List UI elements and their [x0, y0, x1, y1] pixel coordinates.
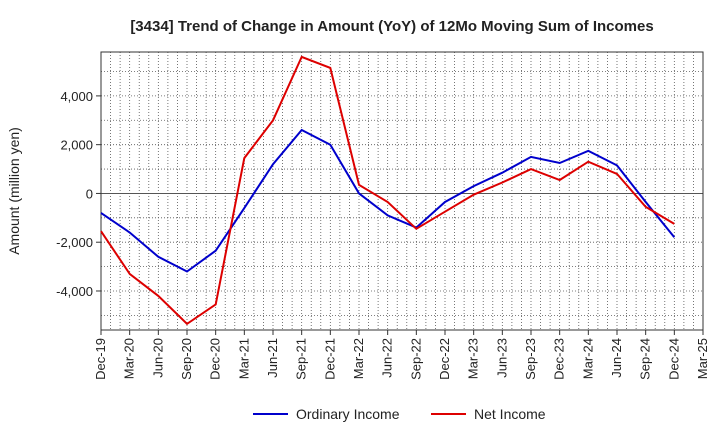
legend: Ordinary Income Net Income	[253, 406, 546, 422]
chart-title: [3434] Trend of Change in Amount (YoY) o…	[130, 18, 653, 35]
x-tick-label: Dec-21	[322, 338, 337, 380]
x-tick-label: Jun-20	[150, 338, 165, 378]
x-axis: Dec-19 Mar-20 Jun-20 Sep-20 Dec-20 Mar-21 Jun-…	[93, 330, 710, 380]
legend-label-net-income: Net Income	[474, 406, 546, 422]
plot-area	[100, 51, 704, 331]
x-tick-label: Jun-24	[609, 338, 624, 378]
y-axis-label: Amount (million yen)	[6, 127, 22, 255]
y-tick-label: 2,000	[60, 138, 93, 153]
y-tick-label: -4,000	[56, 284, 93, 299]
x-tick-label: Mar-25	[695, 338, 710, 379]
legend-label-ordinary-income: Ordinary Income	[296, 406, 400, 422]
y-axis: -4,000 -2,000 0 2,000 4,000	[56, 89, 101, 299]
y-tick-label: -2,000	[56, 235, 93, 250]
grid	[101, 52, 703, 330]
x-tick-label: Sep-22	[408, 338, 423, 380]
x-tick-label: Dec-24	[666, 338, 681, 380]
x-tick-label: Mar-22	[351, 338, 366, 379]
x-tick-label: Sep-21	[294, 338, 309, 380]
series-group	[100, 55, 676, 326]
x-tick-label: Dec-20	[208, 338, 223, 380]
series-line-net-income	[100, 55, 675, 326]
y-tick-label: 0	[86, 186, 93, 201]
x-tick-label: Sep-20	[179, 338, 194, 380]
x-tick-label: Mar-24	[580, 338, 595, 379]
series-line-ordinary-income	[100, 128, 676, 273]
x-tick-label: Jun-22	[380, 338, 395, 378]
x-tick-label: Jun-21	[265, 338, 280, 378]
x-tick-label: Mar-20	[122, 338, 137, 379]
x-tick-label: Jun-23	[494, 338, 509, 378]
x-tick-label: Dec-22	[437, 338, 452, 380]
x-tick-label: Mar-23	[466, 338, 481, 379]
x-tick-label: Dec-19	[93, 338, 108, 380]
y-tick-label: 4,000	[60, 89, 93, 104]
x-tick-label: Mar-21	[236, 338, 251, 379]
x-tick-label: Sep-24	[638, 338, 653, 380]
x-tick-label: Sep-23	[523, 338, 538, 380]
x-tick-label: Dec-23	[552, 338, 567, 380]
